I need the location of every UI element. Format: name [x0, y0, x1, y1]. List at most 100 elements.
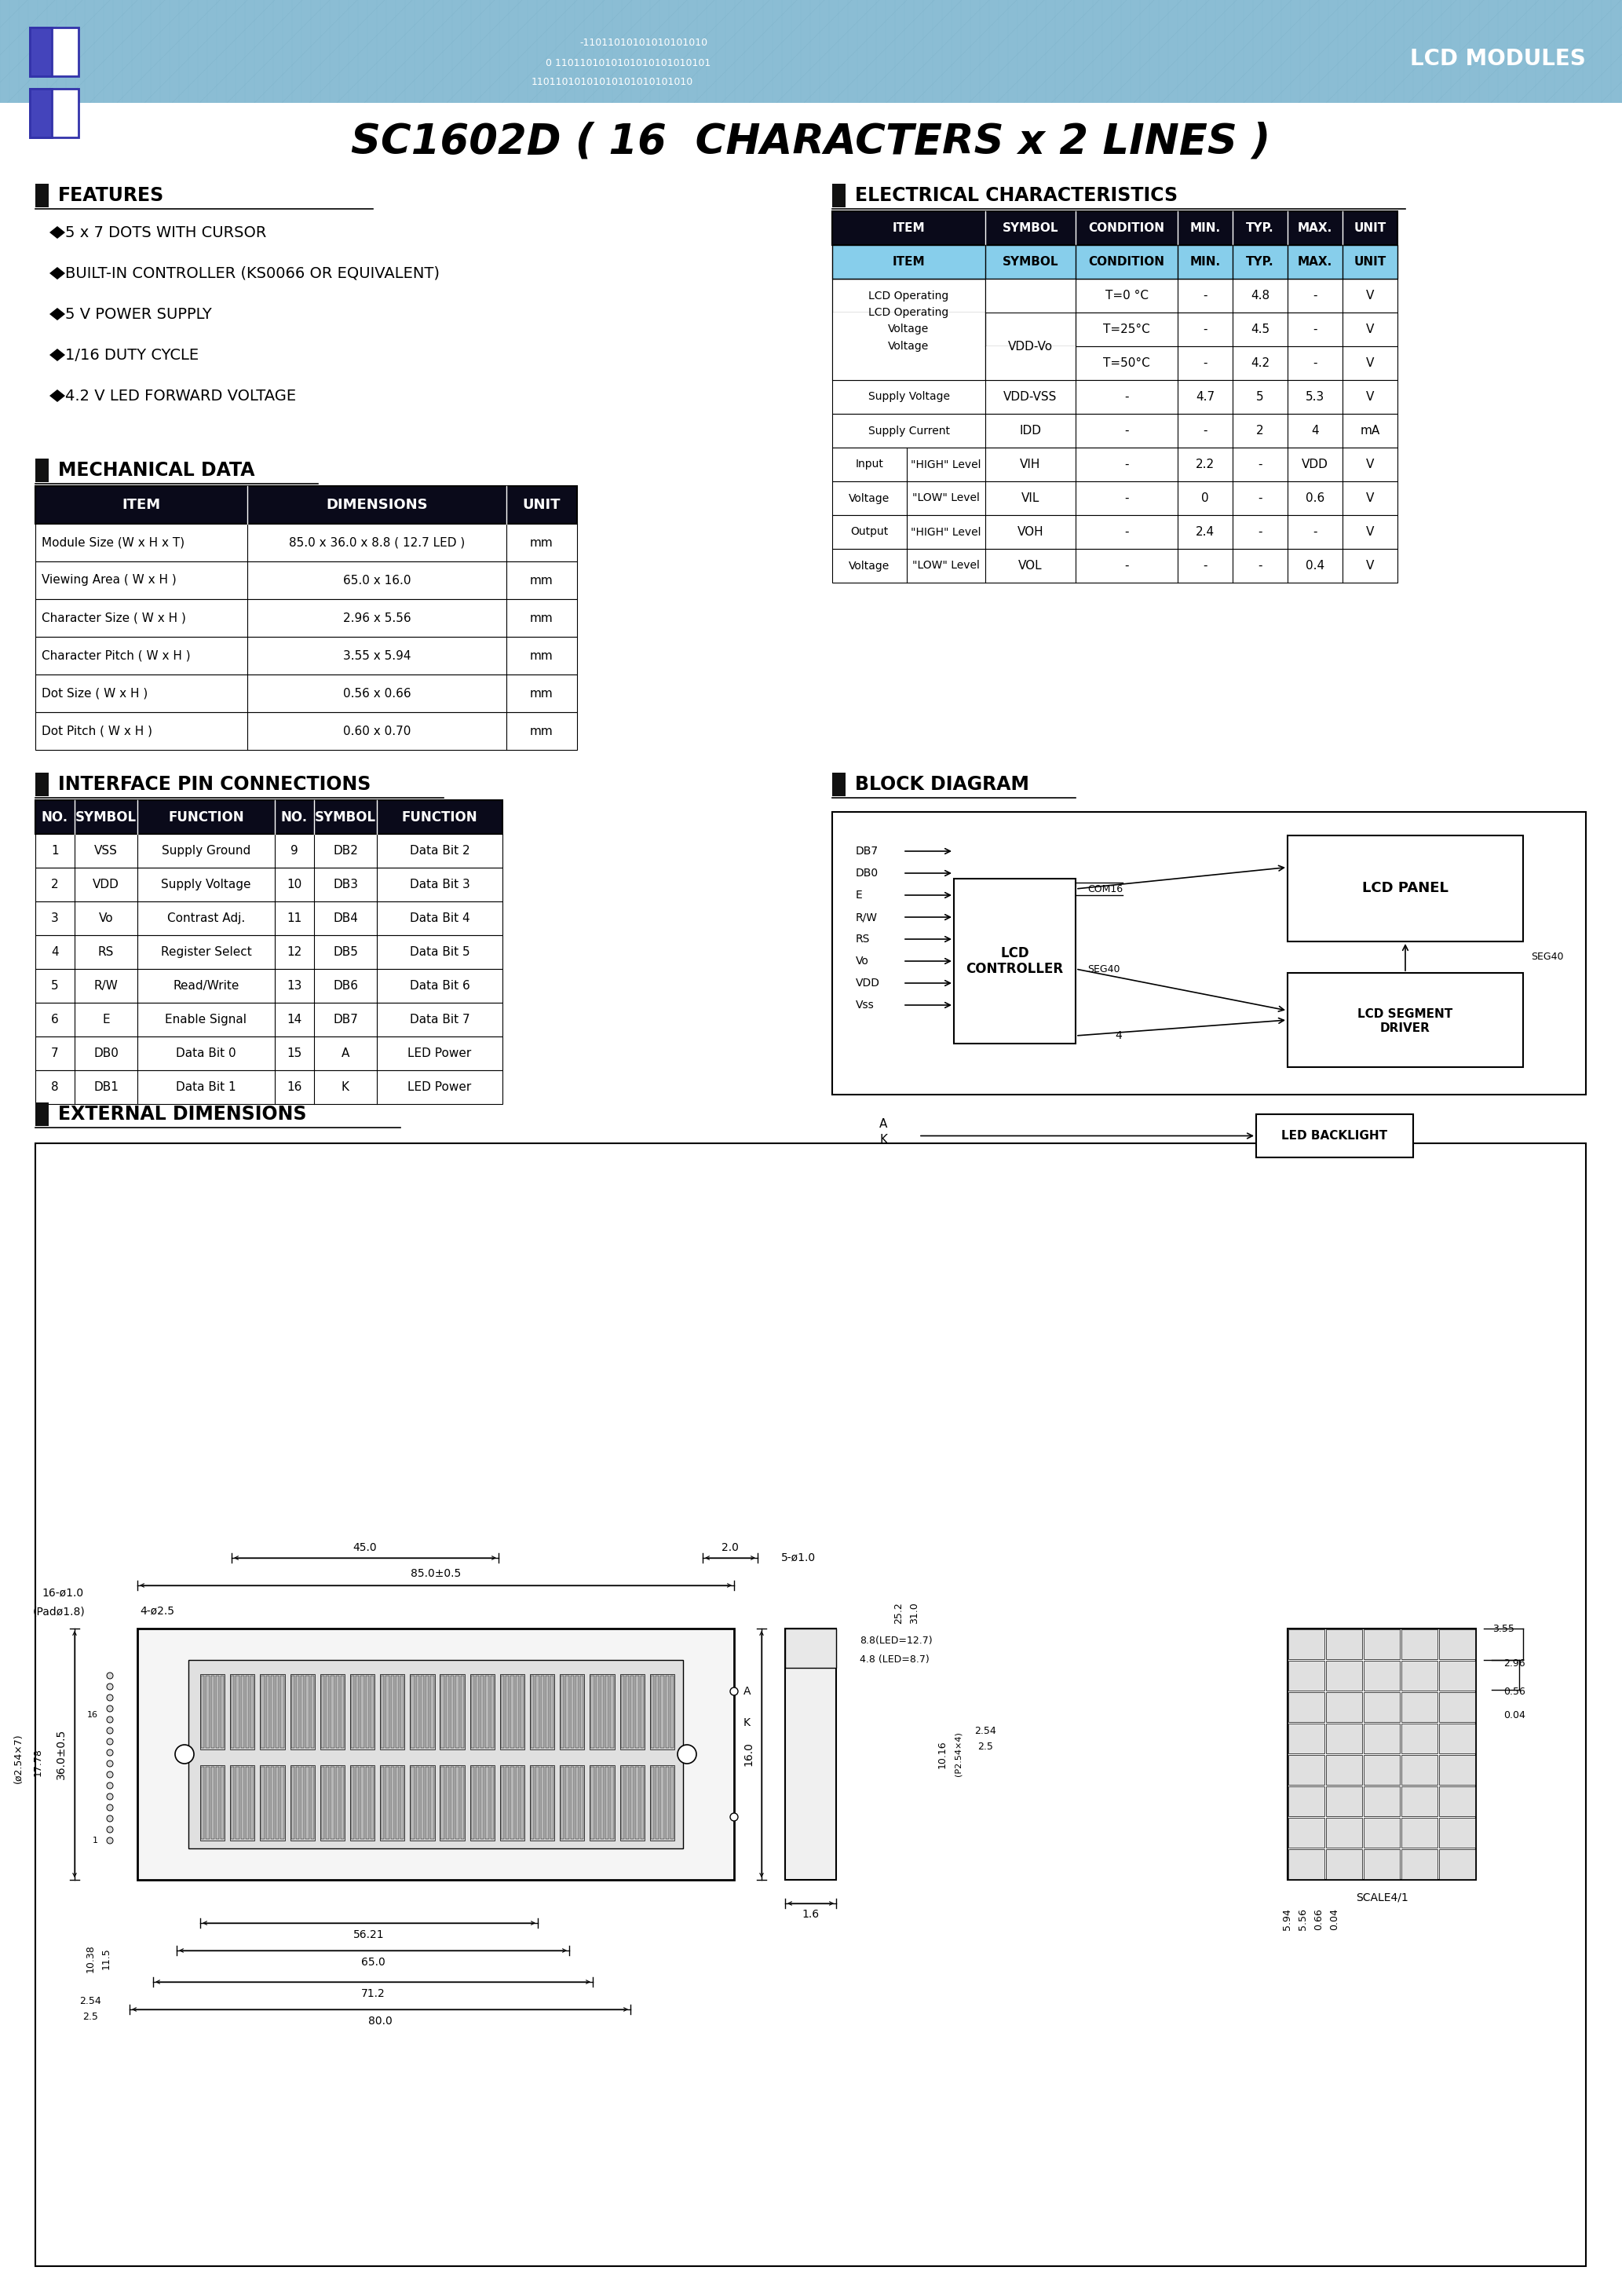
Bar: [300, 1676, 303, 1747]
Text: 16: 16: [88, 1711, 99, 1720]
Text: Vo: Vo: [856, 955, 869, 967]
Bar: [29, 28, 52, 76]
Bar: [985, 278, 1075, 381]
Bar: [832, 482, 1398, 514]
Circle shape: [175, 1745, 195, 1763]
Bar: [370, 1676, 375, 1747]
Bar: [516, 1676, 519, 1747]
Text: V: V: [1366, 324, 1374, 335]
Bar: [261, 1676, 264, 1747]
Bar: [365, 1676, 368, 1747]
Bar: [670, 1676, 673, 1747]
Circle shape: [107, 1782, 114, 1789]
Text: A: A: [743, 1685, 751, 1697]
Text: 2.96: 2.96: [1504, 1658, 1525, 1669]
Text: MECHANICAL DATA: MECHANICAL DATA: [58, 461, 255, 480]
Text: V: V: [1366, 390, 1374, 402]
Text: LCD MODULES: LCD MODULES: [1410, 48, 1586, 69]
Text: VOL: VOL: [1019, 560, 1043, 572]
Bar: [566, 1676, 569, 1747]
Bar: [1364, 1786, 1400, 1816]
Bar: [0, 0, 1622, 156]
Bar: [1439, 1724, 1474, 1754]
Text: T=50°C: T=50°C: [1103, 358, 1150, 370]
Text: NO.: NO.: [42, 810, 68, 824]
Text: 2.0: 2.0: [722, 1543, 738, 1552]
Bar: [1401, 1848, 1437, 1878]
Text: 0.04: 0.04: [1504, 1711, 1525, 1720]
Text: SYMBOL: SYMBOL: [1002, 255, 1059, 269]
Text: 4: 4: [52, 946, 58, 957]
Text: SEG40: SEG40: [1087, 964, 1119, 974]
Bar: [576, 1766, 579, 1839]
Bar: [560, 1766, 584, 1841]
Bar: [410, 1676, 414, 1747]
Bar: [506, 1766, 509, 1839]
Bar: [650, 1674, 675, 1750]
Bar: [832, 347, 1398, 381]
Polygon shape: [49, 308, 65, 321]
Bar: [832, 278, 985, 381]
Bar: [36, 675, 577, 712]
Bar: [36, 1070, 503, 1104]
Text: -: -: [1204, 324, 1207, 335]
Circle shape: [107, 1717, 114, 1722]
Text: mm: mm: [530, 650, 553, 661]
Bar: [1288, 1724, 1325, 1754]
Bar: [650, 1676, 654, 1747]
Text: MAX.: MAX.: [1298, 255, 1332, 269]
Bar: [590, 1766, 615, 1841]
Text: 85.0±0.5: 85.0±0.5: [410, 1568, 461, 1580]
Bar: [1327, 1818, 1362, 1848]
Text: DB5: DB5: [333, 946, 358, 957]
Bar: [138, 1628, 735, 1880]
Bar: [320, 1766, 345, 1841]
Text: 0.66: 0.66: [1314, 1908, 1324, 1931]
Text: LED Power: LED Power: [407, 1081, 472, 1093]
Bar: [626, 1766, 629, 1839]
Circle shape: [107, 1694, 114, 1701]
Bar: [475, 1676, 478, 1747]
Bar: [545, 1766, 548, 1839]
Bar: [832, 312, 985, 347]
Text: mm: mm: [530, 537, 553, 549]
Bar: [785, 1628, 835, 1667]
Text: FUNCTION: FUNCTION: [169, 810, 243, 824]
Text: 71.2: 71.2: [360, 1988, 384, 2000]
Text: K: K: [342, 1081, 349, 1093]
Bar: [530, 1674, 555, 1750]
Bar: [1401, 1818, 1437, 1848]
Bar: [370, 1766, 375, 1839]
Bar: [415, 1676, 418, 1747]
Bar: [266, 1766, 269, 1839]
Text: E: E: [102, 1015, 110, 1026]
Text: UNIT: UNIT: [1354, 223, 1387, 234]
Text: V: V: [1366, 491, 1374, 505]
Bar: [954, 879, 1075, 1045]
Bar: [36, 184, 49, 207]
Bar: [571, 1766, 574, 1839]
Text: MAX.: MAX.: [1298, 223, 1332, 234]
Text: 0.56: 0.56: [1504, 1685, 1525, 1697]
Bar: [355, 1766, 358, 1839]
Bar: [1364, 1630, 1400, 1660]
Bar: [200, 1674, 225, 1750]
Bar: [490, 1676, 493, 1747]
Bar: [326, 1676, 329, 1747]
Bar: [550, 1676, 553, 1747]
Bar: [295, 1766, 298, 1839]
Bar: [521, 1766, 524, 1839]
Bar: [650, 1766, 675, 1841]
Text: DB7: DB7: [333, 1015, 358, 1026]
Text: VIH: VIH: [1020, 459, 1041, 471]
Text: mA: mA: [1361, 425, 1380, 436]
Circle shape: [107, 1671, 114, 1678]
Text: (Padø1.8): (Padø1.8): [32, 1605, 84, 1616]
Text: LCD Operating: LCD Operating: [869, 289, 949, 301]
Text: Vo: Vo: [99, 912, 114, 925]
Text: 5: 5: [52, 980, 58, 992]
Bar: [245, 1766, 250, 1839]
Text: 4: 4: [1114, 1031, 1122, 1040]
Text: A: A: [879, 1118, 887, 1130]
Bar: [1288, 974, 1523, 1068]
